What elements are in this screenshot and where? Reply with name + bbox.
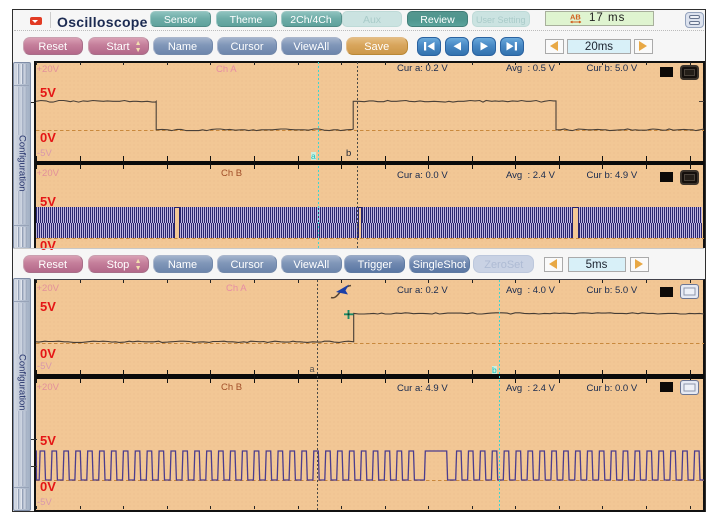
svg-text:AB: AB <box>570 13 581 22</box>
